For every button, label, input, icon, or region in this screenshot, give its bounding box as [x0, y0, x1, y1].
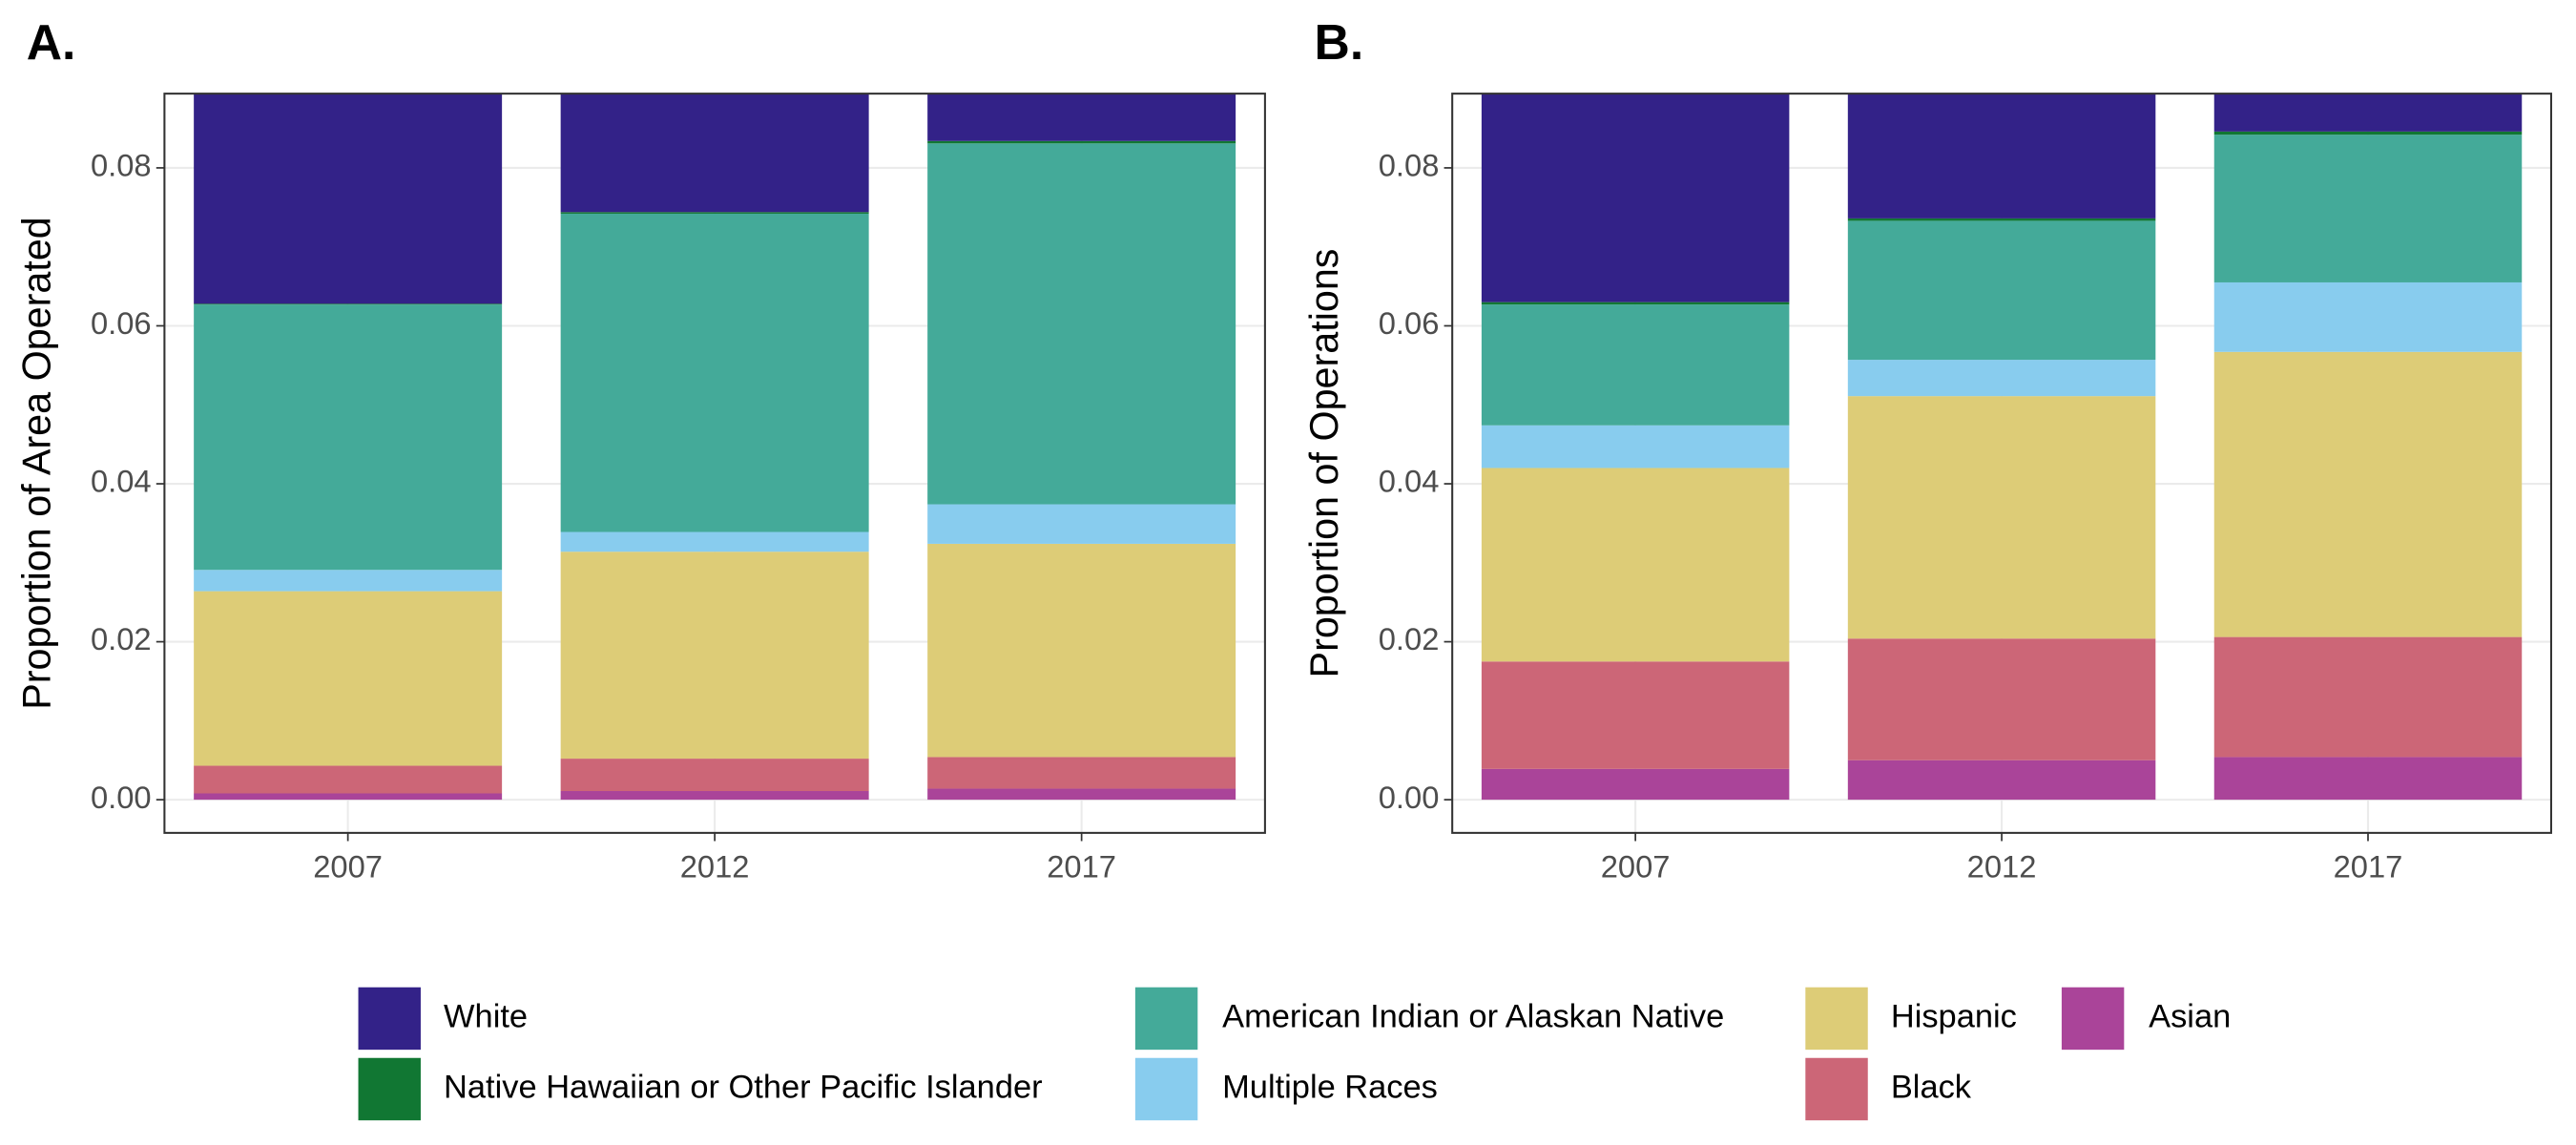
- bar-segment: [927, 94, 1236, 141]
- bar-segment: [2213, 131, 2523, 135]
- bar-segment: [194, 570, 503, 592]
- bar-segment: [2213, 135, 2523, 282]
- bar-segment: [194, 94, 503, 304]
- bar-segment: [1481, 425, 1790, 468]
- bar-segment: [1481, 94, 1790, 302]
- legend-key: [1134, 987, 1198, 1051]
- bar-segment: [560, 94, 869, 213]
- x-tick-label: 2012: [1967, 848, 2037, 884]
- bar-segment: [1481, 468, 1790, 662]
- legend-label: White: [444, 999, 528, 1035]
- legend-key: [2061, 987, 2125, 1051]
- bar-segment: [194, 793, 503, 801]
- y-tick-label: 0.02: [91, 621, 152, 656]
- panel-title: B.: [1315, 14, 1364, 70]
- y-tick-label: 0.08: [91, 148, 152, 183]
- bar-segment: [927, 757, 1236, 789]
- x-tick-label: 2007: [313, 848, 383, 884]
- bar-segment: [1481, 661, 1790, 769]
- legend-key: [1805, 1057, 1868, 1121]
- bar-segment: [194, 303, 503, 305]
- bar-segment: [194, 591, 503, 766]
- bar-segment: [194, 304, 503, 571]
- y-tick-label: 0.04: [91, 464, 152, 499]
- legend-label: American Indian or Alaskan Native: [1222, 999, 1724, 1035]
- bar-segment: [2213, 94, 2523, 132]
- legend-label: Black: [1891, 1070, 1972, 1106]
- y-tick-label: 0.02: [1379, 621, 1440, 656]
- plot-area: [164, 94, 1265, 833]
- legend-label: Hispanic: [1891, 999, 2017, 1035]
- bar-segment: [1481, 302, 1790, 305]
- bar-segment: [1847, 760, 2156, 801]
- legend-key: [358, 987, 421, 1051]
- legend-key: [358, 1057, 421, 1121]
- bar-segment: [1847, 220, 2156, 361]
- bar-segment: [1847, 218, 2156, 221]
- plot-border: [163, 93, 1266, 834]
- x-tick-label: 2017: [2334, 848, 2403, 884]
- bar-segment: [560, 212, 869, 214]
- bar-segment: [2213, 351, 2523, 637]
- bar-segment: [2213, 281, 2523, 352]
- bar-segment: [1481, 768, 1790, 801]
- bar-segment: [2213, 636, 2523, 758]
- bar-segment: [927, 788, 1236, 801]
- y-tick-label: 0.00: [1379, 780, 1440, 815]
- bar-segment: [560, 213, 869, 532]
- bar-segment: [1847, 396, 2156, 639]
- y-tick-label: 0.06: [91, 305, 152, 341]
- bar-segment: [560, 791, 869, 801]
- y-axis-label: Proportion of Operations: [1302, 249, 1346, 678]
- bar-segment: [927, 143, 1236, 505]
- bar-segment: [560, 552, 869, 760]
- y-tick-label: 0.04: [1379, 464, 1440, 499]
- bar-segment: [927, 543, 1236, 758]
- bar-segment: [560, 531, 869, 552]
- plot-border: [1451, 93, 2552, 834]
- bar-segment: [1847, 638, 2156, 760]
- legend-label: Asian: [2149, 999, 2231, 1035]
- panel-title: A.: [27, 14, 76, 70]
- bar-segment: [1481, 304, 1790, 426]
- bar-segment: [927, 140, 1236, 144]
- y-tick-label: 0.06: [1379, 305, 1440, 341]
- bar-segment: [2213, 757, 2523, 801]
- legend-label: Native Hawaiian or Other Pacific Islande…: [444, 1070, 1043, 1106]
- legend-key: [1805, 987, 1868, 1051]
- bar-segment: [194, 765, 503, 794]
- y-tick-label: 0.08: [1379, 148, 1440, 183]
- plot-area: [1452, 94, 2551, 833]
- legend-key: [1134, 1057, 1198, 1121]
- bar-segment: [927, 504, 1236, 544]
- bar-segment: [1847, 94, 2156, 219]
- x-tick-label: 2012: [680, 848, 750, 884]
- x-tick-label: 2007: [1601, 848, 1671, 884]
- y-tick-label: 0.00: [91, 780, 152, 815]
- legend-label: Multiple Races: [1222, 1070, 1438, 1106]
- bar-segment: [1847, 360, 2156, 397]
- x-tick-label: 2017: [1047, 848, 1116, 884]
- bar-segment: [560, 759, 869, 792]
- y-axis-label: Proportion of Area Operated: [14, 217, 58, 710]
